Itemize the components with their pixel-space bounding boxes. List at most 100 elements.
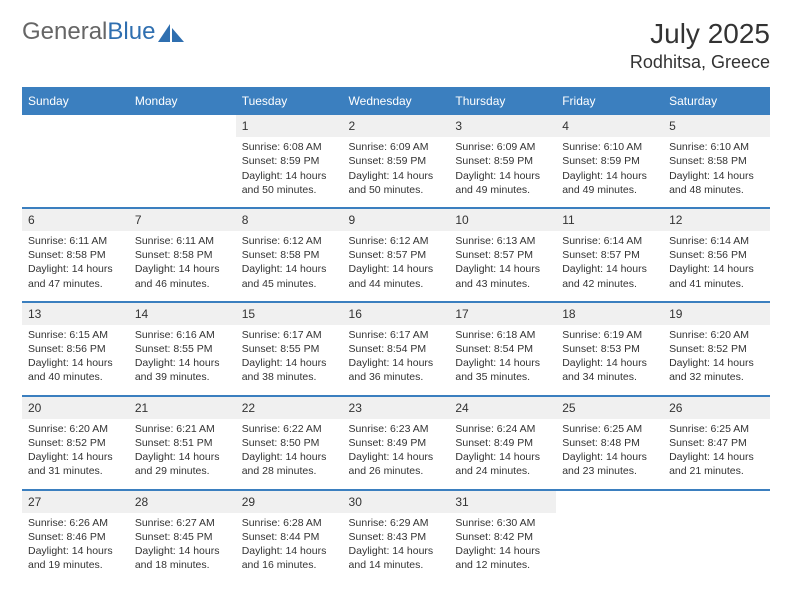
sunrise-text: Sunrise: 6:09 AM xyxy=(455,140,550,154)
day-details: Sunrise: 6:12 AMSunset: 8:57 PMDaylight:… xyxy=(343,231,450,301)
sunset-text: Sunset: 8:43 PM xyxy=(349,530,444,544)
day-details: Sunrise: 6:11 AMSunset: 8:58 PMDaylight:… xyxy=(129,231,236,301)
month-title: July 2025 xyxy=(630,18,770,50)
daylight-text-2: and 35 minutes. xyxy=(455,370,550,384)
daylight-text-1: Daylight: 14 hours xyxy=(669,169,764,183)
calendar-day-cell: 4Sunrise: 6:10 AMSunset: 8:59 PMDaylight… xyxy=(556,114,663,208)
daylight-text-1: Daylight: 14 hours xyxy=(242,356,337,370)
daylight-text-1: Daylight: 14 hours xyxy=(242,450,337,464)
calendar-week-row: ..........1Sunrise: 6:08 AMSunset: 8:59 … xyxy=(22,114,770,208)
daylight-text-2: and 41 minutes. xyxy=(669,277,764,291)
sunset-text: Sunset: 8:49 PM xyxy=(455,436,550,450)
calendar-day-cell: ..... xyxy=(129,114,236,208)
brand-part2: Blue xyxy=(107,18,155,46)
sunset-text: Sunset: 8:59 PM xyxy=(349,154,444,168)
calendar-week-row: 6Sunrise: 6:11 AMSunset: 8:58 PMDaylight… xyxy=(22,208,770,302)
calendar-day-cell: ..... xyxy=(22,114,129,208)
day-number: 3 xyxy=(449,115,556,137)
calendar-day-cell: 20Sunrise: 6:20 AMSunset: 8:52 PMDayligh… xyxy=(22,396,129,490)
calendar-body: ..........1Sunrise: 6:08 AMSunset: 8:59 … xyxy=(22,114,770,582)
day-details: Sunrise: 6:09 AMSunset: 8:59 PMDaylight:… xyxy=(449,137,556,207)
calendar-day-cell: 14Sunrise: 6:16 AMSunset: 8:55 PMDayligh… xyxy=(129,302,236,396)
day-number: 14 xyxy=(129,303,236,325)
sunrise-text: Sunrise: 6:25 AM xyxy=(669,422,764,436)
daylight-text-2: and 43 minutes. xyxy=(455,277,550,291)
day-number: 30 xyxy=(343,491,450,513)
sunset-text: Sunset: 8:53 PM xyxy=(562,342,657,356)
day-header: Saturday xyxy=(663,88,770,114)
daylight-text-2: and 36 minutes. xyxy=(349,370,444,384)
day-details: Sunrise: 6:21 AMSunset: 8:51 PMDaylight:… xyxy=(129,419,236,489)
sunrise-text: Sunrise: 6:14 AM xyxy=(669,234,764,248)
daylight-text-1: Daylight: 14 hours xyxy=(669,450,764,464)
day-number: 29 xyxy=(236,491,343,513)
daylight-text-2: and 46 minutes. xyxy=(135,277,230,291)
daylight-text-2: and 19 minutes. xyxy=(28,558,123,572)
sunrise-text: Sunrise: 6:15 AM xyxy=(28,328,123,342)
daylight-text-1: Daylight: 14 hours xyxy=(349,450,444,464)
calendar-day-cell: 29 Sunrise: 6:28 AMSunset: 8:44 PMDayligh… xyxy=(236,490,343,583)
daylight-text-1: Daylight: 14 hours xyxy=(242,544,337,558)
day-number: 23 xyxy=(343,397,450,419)
day-number: 13 xyxy=(22,303,129,325)
brand-part1: General xyxy=(22,18,107,46)
calendar-day-cell: 8Sunrise: 6:12 AMSunset: 8:58 PMDaylight… xyxy=(236,208,343,302)
day-details: Sunrise: 6:17 AMSunset: 8:55 PMDaylight:… xyxy=(236,325,343,395)
calendar-day-cell: 12Sunrise: 6:14 AMSunset: 8:56 PMDayligh… xyxy=(663,208,770,302)
day-number: 15 xyxy=(236,303,343,325)
daylight-text-2: and 48 minutes. xyxy=(669,183,764,197)
calendar-day-cell: 26Sunrise: 6:25 AMSunset: 8:47 PMDayligh… xyxy=(663,396,770,490)
day-number: 12 xyxy=(663,209,770,231)
daylight-text-2: and 44 minutes. xyxy=(349,277,444,291)
daylight-text-1: Daylight: 14 hours xyxy=(562,262,657,276)
day-details: Sunrise: 6:15 AMSunset: 8:56 PMDaylight:… xyxy=(22,325,129,395)
daylight-text-1: Daylight: 14 hours xyxy=(455,262,550,276)
sunset-text: Sunset: 8:47 PM xyxy=(669,436,764,450)
daylight-text-2: and 28 minutes. xyxy=(242,464,337,478)
day-number: 8 xyxy=(236,209,343,231)
sunrise-text: Sunrise: 6:09 AM xyxy=(349,140,444,154)
sunrise-text: Sunrise: 6:12 AM xyxy=(349,234,444,248)
sunrise-text: Sunrise: 6:14 AM xyxy=(562,234,657,248)
daylight-text-1: Daylight: 14 hours xyxy=(455,169,550,183)
calendar-day-cell: 5Sunrise: 6:10 AMSunset: 8:58 PMDaylight… xyxy=(663,114,770,208)
daylight-text-2: and 24 minutes. xyxy=(455,464,550,478)
sunrise-text: Sunrise: 6:28 AM xyxy=(242,516,337,530)
daylight-text-2: and 45 minutes. xyxy=(242,277,337,291)
day-details: Sunrise: 6:09 AMSunset: 8:59 PMDaylight:… xyxy=(343,137,450,207)
daylight-text-1: Daylight: 14 hours xyxy=(349,169,444,183)
day-header: Monday xyxy=(129,88,236,114)
daylight-text-2: and 38 minutes. xyxy=(242,370,337,384)
daylight-text-1: Daylight: 14 hours xyxy=(669,262,764,276)
sunset-text: Sunset: 8:52 PM xyxy=(669,342,764,356)
daylight-text-2: and 42 minutes. xyxy=(562,277,657,291)
sunrise-text: Sunrise: 6:17 AM xyxy=(349,328,444,342)
day-details: Sunrise: 6:23 AMSunset: 8:49 PMDaylight:… xyxy=(343,419,450,489)
calendar-day-cell: 11Sunrise: 6:14 AMSunset: 8:57 PMDayligh… xyxy=(556,208,663,302)
sunrise-text: Sunrise: 6:22 AM xyxy=(242,422,337,436)
day-details: Sunrise: 6:14 AMSunset: 8:57 PMDaylight:… xyxy=(556,231,663,301)
sunrise-text: Sunrise: 6:25 AM xyxy=(562,422,657,436)
daylight-text-2: and 50 minutes. xyxy=(349,183,444,197)
daylight-text-2: and 49 minutes. xyxy=(562,183,657,197)
daylight-text-1: Daylight: 14 hours xyxy=(135,544,230,558)
sunset-text: Sunset: 8:57 PM xyxy=(562,248,657,262)
day-header: Tuesday xyxy=(236,88,343,114)
day-header: Friday xyxy=(556,88,663,114)
sunset-text: Sunset: 8:55 PM xyxy=(135,342,230,356)
sunrise-text: Sunrise: 6:30 AM xyxy=(455,516,550,530)
daylight-text-2: and 16 minutes. xyxy=(242,558,337,572)
sunset-text: Sunset: 8:44 PM xyxy=(242,530,337,544)
brand-logo: GeneralBlue xyxy=(22,18,184,46)
page-header: GeneralBlue July 2025 Rodhitsa, Greece xyxy=(22,18,770,73)
day-details: Sunrise: 6:10 AMSunset: 8:58 PMDaylight:… xyxy=(663,137,770,207)
daylight-text-1: Daylight: 14 hours xyxy=(562,356,657,370)
sunset-text: Sunset: 8:59 PM xyxy=(455,154,550,168)
day-details: Sunrise: 6:18 AMSunset: 8:54 PMDaylight:… xyxy=(449,325,556,395)
day-number: 11 xyxy=(556,209,663,231)
day-details: Sunrise: 6:12 AMSunset: 8:58 PMDaylight:… xyxy=(236,231,343,301)
day-details: Sunrise: 6:08 AMSunset: 8:59 PMDaylight:… xyxy=(236,137,343,207)
daylight-text-2: and 23 minutes. xyxy=(562,464,657,478)
sunrise-text: Sunrise: 6:16 AM xyxy=(135,328,230,342)
calendar-day-cell: 23Sunrise: 6:23 AMSunset: 8:49 PMDayligh… xyxy=(343,396,450,490)
